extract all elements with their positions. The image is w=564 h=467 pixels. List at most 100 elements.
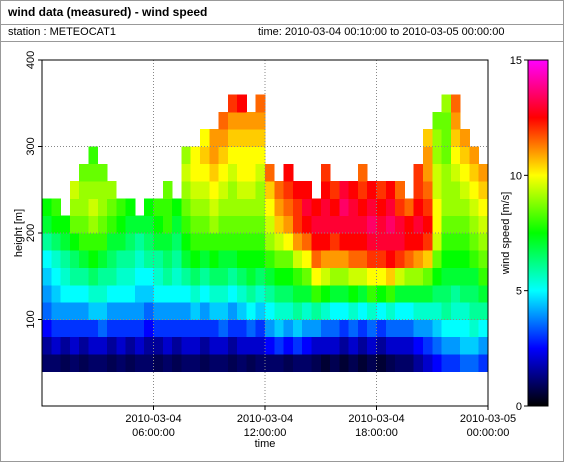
y-tick-label: 300 — [25, 137, 37, 155]
heat-cell — [144, 336, 154, 355]
heat-cell — [199, 181, 210, 199]
heat-cell — [209, 129, 219, 147]
heat-cell — [348, 250, 359, 268]
heat-cell — [88, 250, 99, 268]
heat-cell — [190, 336, 201, 355]
heat-cell — [88, 284, 99, 303]
heat-cell — [60, 284, 71, 303]
heat-cell — [292, 302, 303, 320]
heat-cell — [246, 146, 257, 165]
x-tick-label: 2010-03-04 18:00:00 — [348, 413, 404, 439]
heat-cell — [311, 267, 322, 286]
heat-cell — [330, 267, 340, 286]
heat-cell — [469, 233, 480, 251]
heat-cell — [51, 354, 61, 372]
heat-cell — [125, 302, 136, 320]
heat-cell — [60, 336, 71, 355]
heat-cell — [274, 336, 284, 355]
heat-cell — [339, 250, 350, 268]
heat-cell — [460, 319, 470, 338]
heat-cell — [227, 250, 238, 268]
heat-cell — [153, 284, 164, 303]
heat-cell — [60, 354, 71, 372]
heat-cell — [42, 215, 52, 234]
heat-cell — [460, 146, 470, 165]
heat-cell — [385, 250, 396, 268]
heat-cell — [265, 284, 275, 303]
heat-cell — [311, 198, 322, 217]
heat-cell — [367, 336, 377, 355]
heat-cell — [311, 319, 322, 338]
colorbar-tick-label: 15 — [510, 55, 522, 67]
heat-cell — [227, 129, 238, 147]
heat-cell — [395, 319, 405, 338]
heat-cell — [330, 250, 340, 268]
heat-cell — [413, 181, 424, 199]
heat-cell — [432, 233, 442, 251]
heat-cell — [116, 198, 127, 217]
heat-cell — [320, 267, 331, 286]
heat-cell — [88, 163, 99, 182]
heat-cell — [265, 319, 275, 338]
heat-cell — [190, 233, 201, 251]
heat-cell — [172, 215, 182, 234]
heat-cell — [348, 233, 359, 251]
heat-cell — [107, 181, 117, 199]
heat-cell — [153, 319, 164, 338]
heat-cell — [460, 233, 470, 251]
heat-cell — [199, 302, 210, 320]
heat-cell — [227, 111, 238, 130]
heat-cell — [478, 215, 489, 234]
heat-cell — [274, 284, 284, 303]
heat-cell — [125, 198, 136, 217]
heat-cell — [432, 111, 442, 130]
heat-cell — [162, 302, 173, 320]
heat-cell — [69, 250, 80, 268]
heat-cell — [292, 354, 303, 372]
heat-cell — [190, 163, 201, 182]
heat-cell — [218, 129, 229, 147]
heat-cell — [320, 250, 331, 268]
heat-cell — [478, 267, 489, 286]
heat-cell — [144, 198, 154, 217]
heat-cell — [265, 354, 275, 372]
heat-cell — [302, 319, 312, 338]
heat-cell — [116, 302, 127, 320]
heat-cell — [255, 267, 266, 286]
colorbar-label: wind speed [m/s] — [500, 192, 512, 276]
heat-cell — [302, 198, 312, 217]
heat-cell — [404, 319, 415, 338]
heat-cell — [302, 336, 312, 355]
colorbar-tick-label: 0 — [516, 401, 522, 413]
heat-cell — [292, 233, 303, 251]
heat-cell — [292, 250, 303, 268]
heat-cell — [246, 319, 257, 338]
heat-cell — [422, 302, 433, 320]
heat-cell — [69, 198, 80, 217]
heat-cell — [441, 302, 452, 320]
heat-cell — [172, 233, 182, 251]
heat-cell — [255, 163, 266, 182]
heat-cell — [450, 181, 461, 199]
heat-cell — [42, 250, 52, 268]
heat-cell — [441, 146, 452, 165]
heat-cell — [441, 198, 452, 217]
heat-cell — [255, 146, 266, 165]
heat-cell — [450, 302, 461, 320]
heat-cell — [385, 215, 396, 234]
heat-cell — [153, 302, 164, 320]
heat-cell — [190, 267, 201, 286]
heat-cell — [320, 319, 331, 338]
heat-cell — [348, 215, 359, 234]
heat-cell — [302, 354, 312, 372]
heat-cell — [450, 336, 461, 355]
heat-cell — [265, 215, 275, 234]
heat-cell — [107, 233, 117, 251]
heat-cell — [460, 250, 470, 268]
heat-cell — [69, 319, 80, 338]
heat-cell — [311, 250, 322, 268]
heat-cell — [162, 198, 173, 217]
heat-cell — [199, 163, 210, 182]
heat-cell — [320, 163, 331, 182]
